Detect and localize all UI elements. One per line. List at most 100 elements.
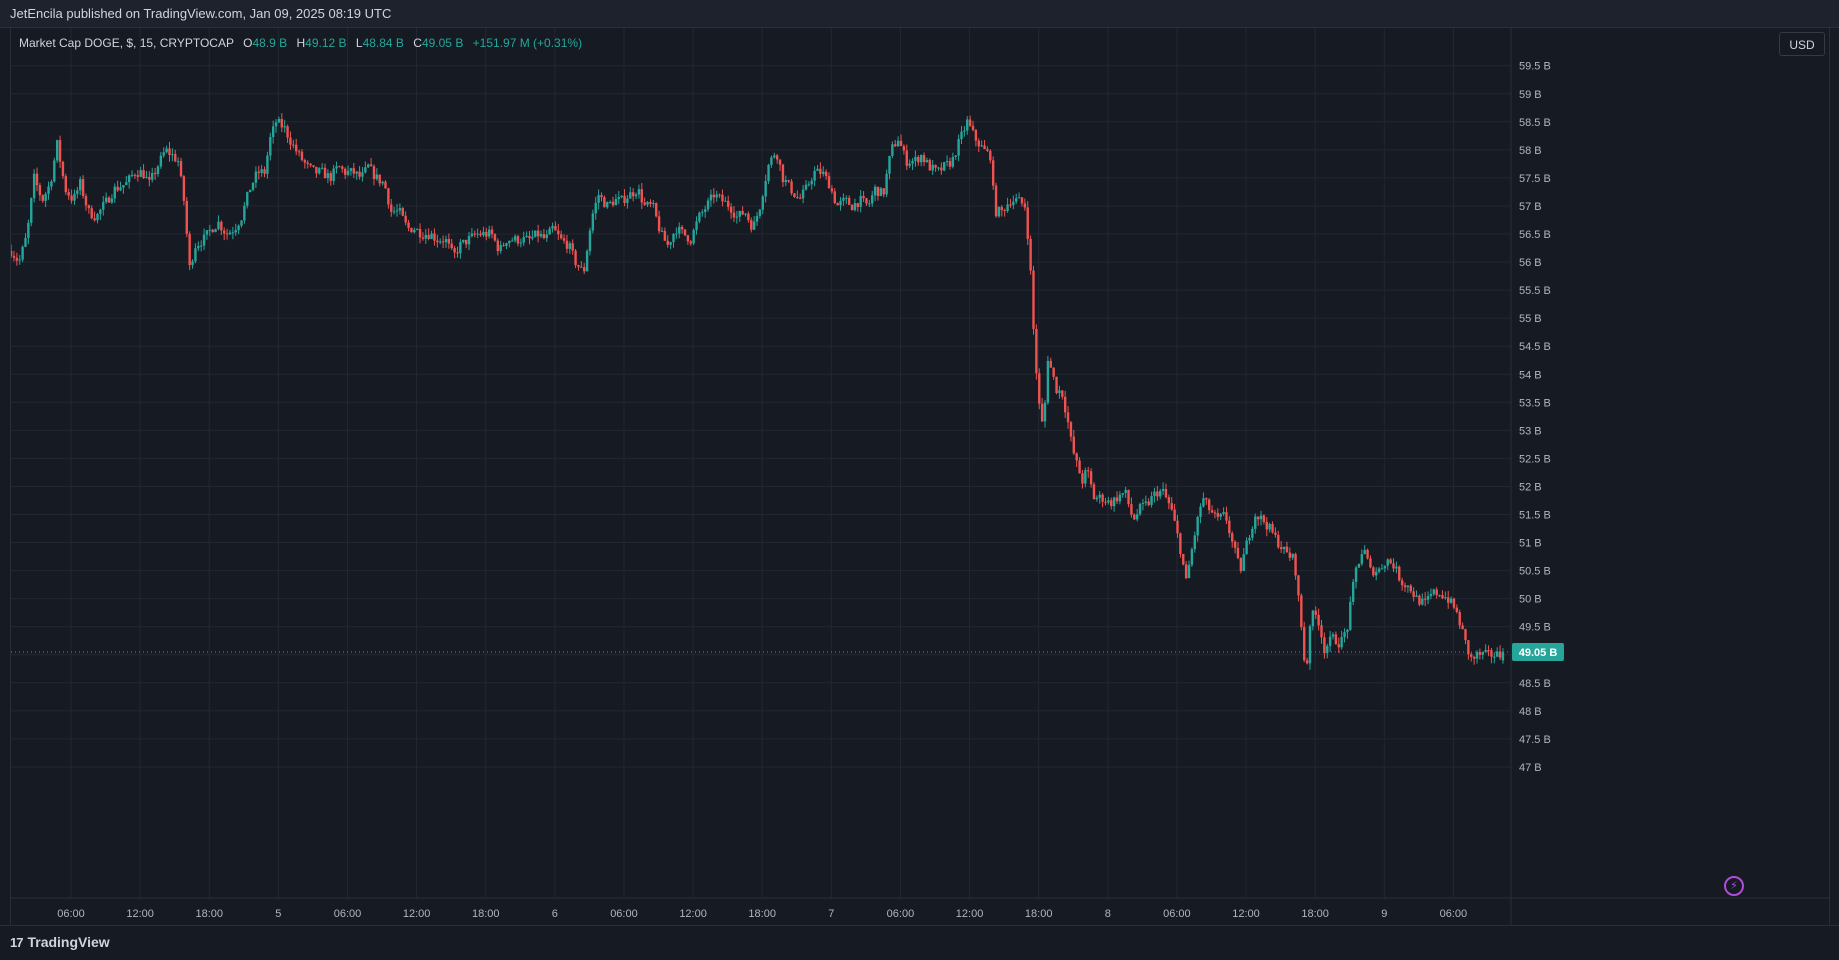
price-axis[interactable]: 59.5 B 59 B 58.5 B 58 B 57.5 B 57 B 56.5 B 56 B… xyxy=(1519,61,1551,774)
candle-body xyxy=(1009,204,1012,206)
candle-body xyxy=(64,176,68,193)
candle-body xyxy=(761,196,764,210)
candle-body xyxy=(919,155,923,163)
candle-body xyxy=(585,251,589,272)
candle-body xyxy=(525,235,528,238)
candle-body xyxy=(692,230,695,244)
candle-body xyxy=(773,155,776,158)
time-tick-label: 7 xyxy=(828,908,834,920)
candle-body xyxy=(925,160,929,163)
candle-body xyxy=(1291,554,1294,558)
candle-body xyxy=(816,168,819,171)
candle-body xyxy=(583,267,586,272)
candle-body xyxy=(1334,634,1338,645)
candle-body xyxy=(1343,632,1346,637)
candle-body xyxy=(499,245,502,252)
candle-body xyxy=(1285,546,1289,553)
candle-body xyxy=(404,215,407,223)
candle-body xyxy=(211,229,214,233)
candle-body xyxy=(634,194,638,197)
candle-body xyxy=(1052,367,1055,377)
candle-body xyxy=(1112,497,1116,507)
candle-body xyxy=(44,193,47,201)
candle-body xyxy=(292,144,295,146)
candle-body xyxy=(1038,373,1041,404)
candlestick-chart[interactable]: 59.5 B 59 B 58.5 B 58 B 57.5 B 57 B 56.5 B 56 B… xyxy=(11,28,1829,926)
price-tick-label: 55 B xyxy=(1519,313,1542,325)
symbol-name[interactable]: Market Cap DOGE, $, 15, CRYPTOCAP xyxy=(19,36,234,50)
candle-body xyxy=(223,230,226,234)
candle-body xyxy=(182,176,186,201)
candle-body xyxy=(1199,506,1202,517)
candle-body xyxy=(1354,567,1358,582)
candle-body xyxy=(1472,656,1476,659)
candle-body xyxy=(721,194,724,202)
candle-body xyxy=(1026,207,1029,239)
candle-body xyxy=(594,202,597,214)
candle-body xyxy=(90,208,93,219)
price-tick-label: 55.5 B xyxy=(1519,285,1551,297)
candle-body xyxy=(410,227,413,233)
candle-body xyxy=(600,195,603,198)
candle-body xyxy=(234,230,237,233)
candle-body xyxy=(1337,644,1340,648)
time-tick-label: 9 xyxy=(1381,908,1387,920)
candle-body xyxy=(896,140,900,147)
candle-body xyxy=(954,155,957,158)
candle-body xyxy=(531,236,534,239)
candle-body xyxy=(283,126,286,128)
candle-body xyxy=(669,242,672,245)
candle-body xyxy=(1207,499,1211,511)
candle-body xyxy=(703,209,707,212)
candle-body xyxy=(496,240,500,252)
candle-body xyxy=(801,189,805,199)
price-tick-label: 47 B xyxy=(1519,762,1542,774)
candle-body xyxy=(986,149,989,151)
candle-body xyxy=(856,203,860,207)
candle-body xyxy=(966,119,969,131)
tradingview-logo[interactable]: 17 TradingView xyxy=(10,934,110,950)
candle-body xyxy=(528,235,531,239)
candle-body xyxy=(1375,571,1378,576)
candle-body xyxy=(171,154,174,156)
candle-body xyxy=(1349,601,1352,630)
candle-body xyxy=(1412,591,1415,597)
candle-body xyxy=(606,202,609,208)
candle-body xyxy=(1380,568,1384,570)
candle-body xyxy=(41,195,44,201)
candle-body xyxy=(323,167,327,179)
price-tick-label: 59.5 B xyxy=(1519,61,1551,73)
chart-area[interactable]: 59.5 B 59 B 58.5 B 58 B 57.5 B 57 B 56.5 B 56 B… xyxy=(10,27,1830,927)
candle-body xyxy=(243,205,246,221)
footer-bar: 17 TradingView xyxy=(0,925,1839,960)
candle-body xyxy=(424,234,428,239)
currency-button[interactable]: USD xyxy=(1779,32,1825,56)
time-tick-label: 5 xyxy=(275,908,281,920)
candle-body xyxy=(767,164,770,182)
candle-body xyxy=(937,167,940,169)
lightning-bolt-icon[interactable]: ⚡ xyxy=(1724,876,1744,896)
candle-body xyxy=(516,236,520,244)
candle-body xyxy=(513,236,517,241)
candle-body xyxy=(185,200,188,234)
change-value: +151.97 M (+0.31%) xyxy=(472,36,583,50)
candle-body xyxy=(47,186,50,194)
candle-body xyxy=(750,220,753,230)
candle-body xyxy=(168,148,171,156)
candle-body xyxy=(1360,554,1364,564)
last-price-badge xyxy=(1512,642,1564,661)
candle-body xyxy=(352,168,356,174)
candle-body xyxy=(1265,522,1268,530)
candle-body xyxy=(378,174,381,184)
candle-body xyxy=(1461,625,1464,630)
candle-body xyxy=(1398,566,1401,581)
candle-body xyxy=(441,241,445,243)
candle-body xyxy=(130,174,134,176)
candle-body xyxy=(1184,564,1188,579)
candle-body xyxy=(1308,626,1312,664)
candle-body xyxy=(133,174,137,176)
candle-body xyxy=(847,197,851,205)
candle-body xyxy=(629,192,632,199)
candle-body xyxy=(850,204,854,211)
time-axis[interactable]: 06:00 12:00 18:00 5 06:00 12:00 18:00 6 06:00 12:… xyxy=(57,908,1467,920)
